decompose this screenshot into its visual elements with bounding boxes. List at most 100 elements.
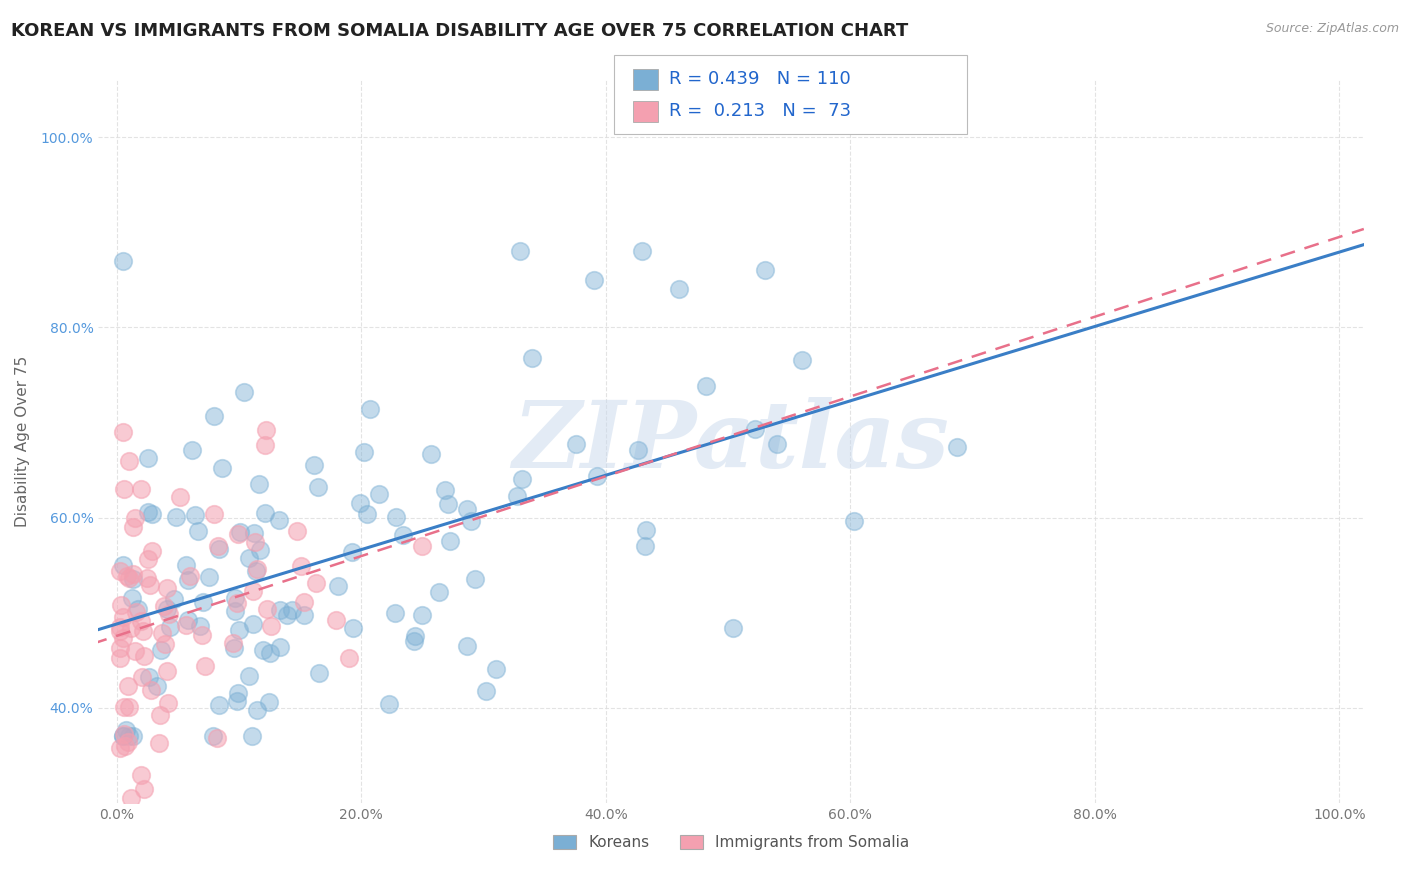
Point [404,633,426,648]
Point [254,423,277,437]
Point [211,461,233,475]
Point [392,528,415,542]
Point [245,564,267,578]
Point [122,572,145,586]
Point [246,702,269,716]
Text: KOREAN VS IMMIGRANTS FROM SOMALIA DISABILITY AGE OVER 75 CORRELATION CHART: KOREAN VS IMMIGRANTS FROM SOMALIA DISABI… [11,22,908,40]
Point [224,604,246,618]
Point [668,282,690,296]
Point [246,562,269,576]
Point [456,502,478,516]
Point [120,621,142,635]
Point [359,401,381,416]
Point [253,438,276,452]
Point [156,602,179,616]
Point [384,607,406,621]
Point [433,483,456,497]
Point [420,447,443,461]
Point [240,729,263,743]
Point [132,649,155,664]
Point [485,663,508,677]
Point [754,263,776,277]
Point [188,619,211,633]
Point [325,613,347,627]
Point [238,668,260,682]
Point [117,699,139,714]
Point [141,507,163,521]
Point [276,608,298,623]
Point [136,451,159,466]
Point [177,573,200,587]
Point [132,781,155,796]
Point [631,244,654,259]
Point [159,620,181,634]
Point [191,627,214,641]
Point [112,699,135,714]
Point [269,513,291,527]
Legend: Koreans, Immigrants from Somalia: Koreans, Immigrants from Somalia [547,830,915,856]
Point [509,244,531,259]
Point [145,679,167,693]
Point [174,618,197,632]
Text: R = 0.439   N = 110: R = 0.439 N = 110 [669,70,851,88]
Point [228,524,250,539]
Point [169,490,191,504]
Point [202,507,225,521]
Point [153,637,176,651]
Point [249,543,271,558]
Point [121,729,143,743]
Point [254,506,277,520]
Point [208,541,231,556]
Point [404,629,426,643]
Point [281,603,304,617]
Point [121,591,143,605]
Point [437,497,460,511]
Point [114,739,136,753]
Point [110,620,132,634]
Point [377,697,399,711]
Point [156,664,179,678]
Point [111,425,134,439]
Point [131,670,153,684]
Point [721,621,744,635]
Point [177,613,200,627]
Point [305,576,328,591]
Point [247,477,270,491]
Point [136,506,159,520]
Point [226,527,249,541]
Point [118,729,141,743]
Point [207,540,229,554]
Point [307,480,329,494]
Point [198,569,221,583]
Point [150,626,173,640]
Point [148,736,170,750]
Point [474,684,496,698]
Point [304,458,326,473]
Point [464,572,486,586]
Point [582,273,605,287]
Point [191,595,214,609]
Point [156,696,179,710]
Point [225,694,247,708]
Point [222,635,245,649]
Point [342,545,364,559]
Point [226,596,249,610]
Point [112,482,135,496]
Point [118,571,141,585]
Point [292,608,315,623]
Point [129,767,152,781]
Point [132,624,155,638]
Point [844,514,866,528]
Point [427,584,450,599]
Point [222,640,245,655]
Point [328,579,350,593]
Point [163,592,186,607]
Point [124,605,146,619]
Point [411,539,433,553]
Y-axis label: Disability Age Over 75: Disability Age Over 75 [15,356,30,527]
Point [110,640,132,655]
Point [290,558,312,573]
Point [633,539,655,553]
Point [356,508,378,522]
Point [115,723,138,737]
